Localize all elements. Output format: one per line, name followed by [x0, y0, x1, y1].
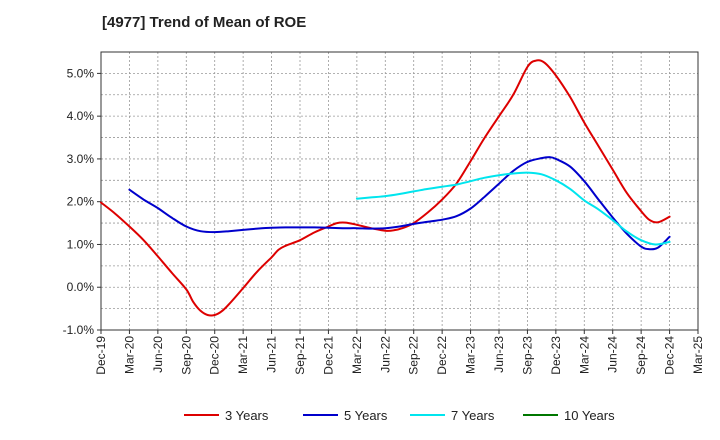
y-tick-label: -1.0% — [63, 323, 95, 337]
series-line-7-years — [355, 171, 671, 246]
x-tick-label: Dec-21 — [321, 336, 335, 375]
grid-lines — [101, 52, 698, 330]
x-tick-label: Dec-23 — [549, 336, 563, 375]
x-tick-label: Sep-24 — [634, 336, 648, 375]
legend-label: 5 Years — [344, 408, 388, 423]
y-tick-label: 4.0% — [67, 109, 95, 123]
x-tick-label: Sep-20 — [179, 336, 193, 375]
y-tick-label: 1.0% — [67, 237, 95, 251]
x-tick-label: Mar-21 — [236, 336, 250, 374]
x-tick-label: Mar-25 — [691, 336, 705, 374]
chart-title: [4977] Trend of Mean of ROE — [102, 14, 307, 31]
x-tick-label: Mar-22 — [350, 336, 364, 374]
x-axis-ticks: Dec-19 Mar-20 Jun-20 Sep-20 Dec-20 Mar-21 Jun-… — [94, 330, 705, 375]
x-tick-label: Sep-21 — [293, 336, 307, 375]
legend: 3 Years 5 Years 7 Years 10 Years — [184, 408, 615, 423]
x-tick-label: Mar-20 — [122, 336, 136, 374]
legend-label: 7 Years — [451, 408, 495, 423]
x-tick-label: Jun-20 — [151, 336, 165, 373]
series-lines — [100, 59, 671, 317]
series-line-5-years — [128, 156, 671, 251]
x-tick-label: Dec-24 — [663, 336, 677, 375]
x-tick-label: Mar-24 — [577, 336, 591, 374]
x-tick-label: Jun-24 — [606, 336, 620, 373]
legend-label: 10 Years — [564, 408, 615, 423]
y-tick-label: 3.0% — [67, 152, 95, 166]
legend-label: 3 Years — [225, 408, 269, 423]
x-tick-label: Jun-21 — [265, 336, 279, 373]
x-tick-label: Dec-19 — [94, 336, 108, 375]
x-tick-label: Sep-22 — [407, 336, 421, 375]
y-tick-label: 5.0% — [67, 66, 95, 80]
y-axis-ticks: -1.0% 0.0% 1.0% 2.0% 3.0% 4.0% 5.0% — [63, 66, 101, 337]
x-tick-label: Sep-23 — [520, 336, 534, 375]
x-tick-label: Dec-22 — [435, 336, 449, 375]
x-tick-label: Jun-23 — [492, 336, 506, 373]
x-tick-label: Mar-23 — [464, 336, 478, 374]
x-tick-label: Dec-20 — [208, 336, 222, 375]
y-tick-label: 0.0% — [67, 280, 95, 294]
plot-area-frame — [100, 51, 699, 331]
x-tick-label: Jun-22 — [378, 336, 392, 373]
y-tick-label: 2.0% — [67, 195, 95, 209]
